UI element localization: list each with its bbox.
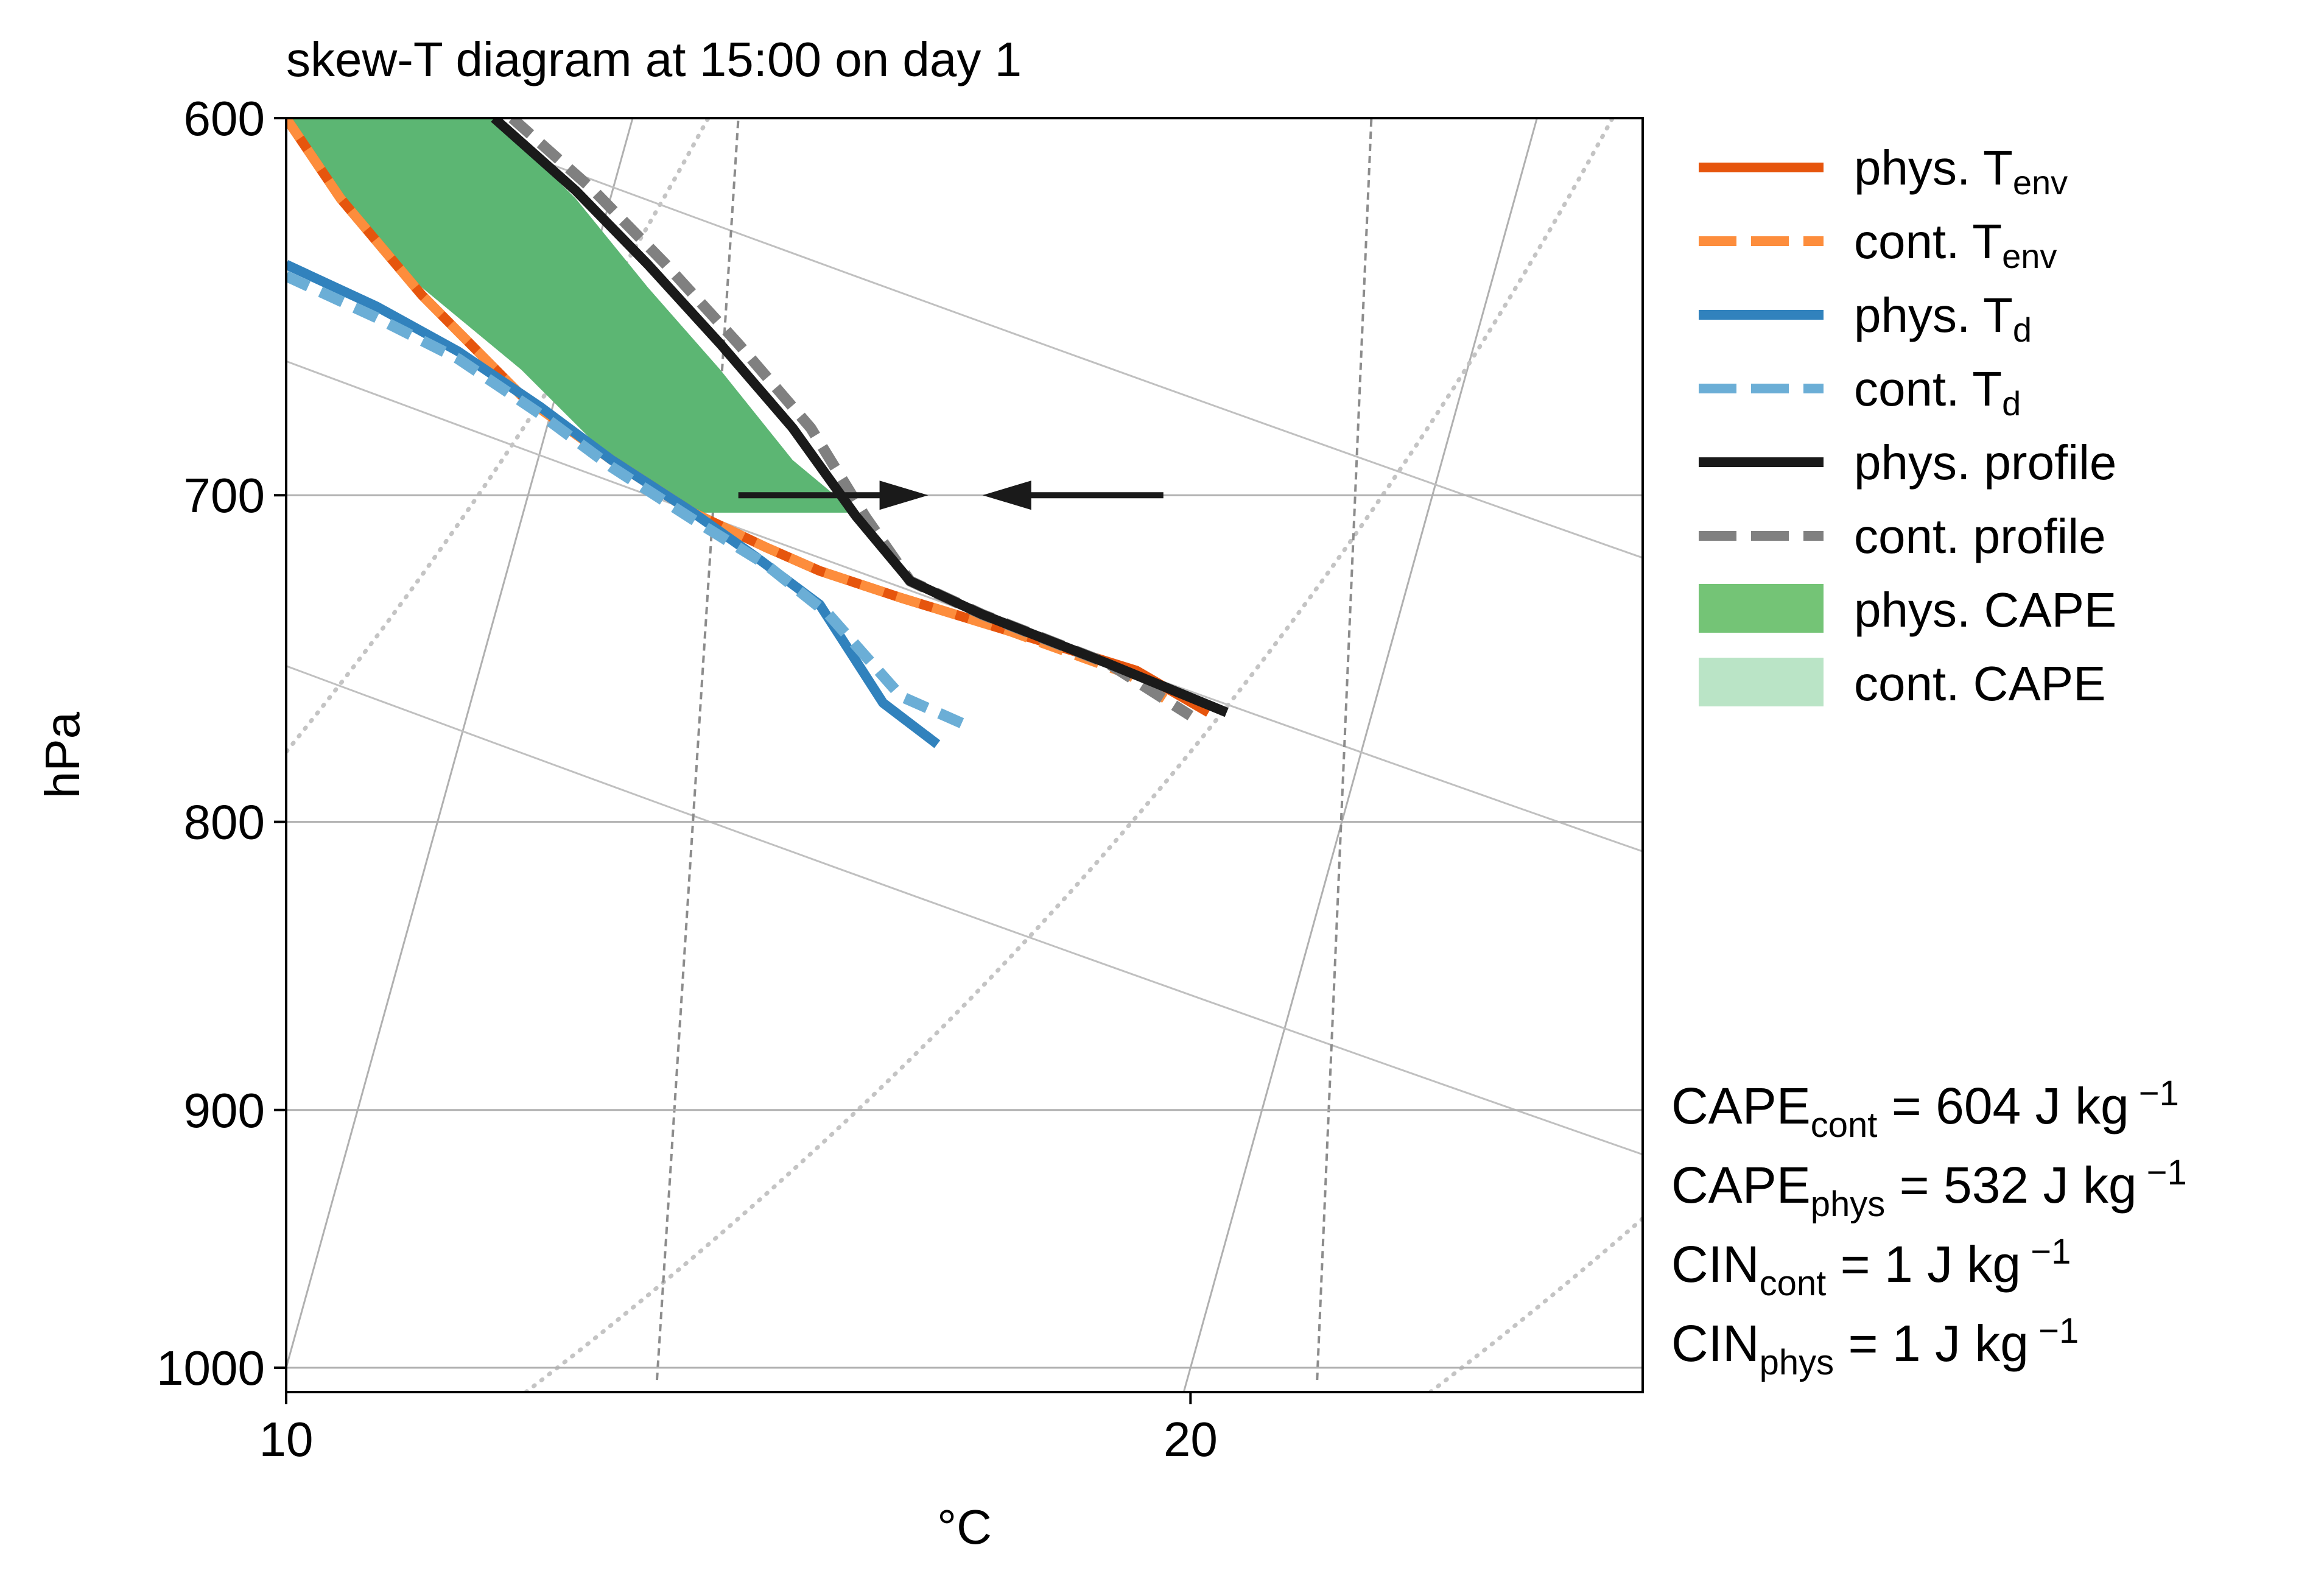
y-tick-label-1000: 1000	[156, 1341, 265, 1395]
series-phys-td	[286, 260, 941, 748]
plot-frame	[285, 117, 1644, 1393]
isotherm-line	[1182, 118, 1538, 1392]
legend-swatch-cont_cape	[1699, 658, 1824, 706]
mixing-ratio-line	[1316, 118, 1373, 1381]
legend: phys. Tenv cont. Tenv phys. Td cont. Td phys…	[1699, 141, 2116, 711]
series-phys-profile	[491, 118, 1229, 717]
legend-label-cont_td: cont. Td	[1854, 362, 2021, 423]
y-tick-label-900: 900	[184, 1083, 265, 1138]
legend-label-phys_profile: phys. profile	[1854, 435, 2116, 490]
y-axis-ticks: 600 700 800 900 1000	[156, 91, 286, 1395]
series-cont-tenv	[286, 118, 1193, 720]
stat-cape-cont: CAPEcont = 604 J kg −1	[1671, 1074, 2179, 1145]
legend-label-phys_td: phys. Td	[1854, 288, 2032, 349]
legend-label-phys_tenv: phys. Tenv	[1854, 141, 2068, 202]
dry-adiabat-line	[286, 360, 1643, 853]
x-axis-ticks: 10 20	[259, 1392, 1218, 1466]
mixing-ratio-line	[655, 118, 740, 1381]
stat-cin-cont: CINcont = 1 J kg −1	[1671, 1232, 2071, 1303]
data-series	[286, 118, 1229, 748]
legend-label-phys_cape: phys. CAPE	[1854, 583, 2116, 637]
cape-region	[286, 118, 856, 513]
legend-label-cont_profile: cont. profile	[1854, 509, 2106, 563]
arrow-head-1	[982, 480, 1031, 510]
y-tick-label-800: 800	[184, 795, 265, 850]
background-lines	[286, 118, 1643, 1392]
chart-title: skew-T diagram at 15:00 on day 1	[286, 32, 1022, 86]
moist-adiabat-line	[1428, 1215, 1643, 1392]
legend-swatch-phys_cape	[1699, 584, 1824, 633]
legend-label-cont_cape: cont. CAPE	[1854, 656, 2106, 711]
series-cont-td	[286, 271, 976, 734]
dry-adiabat-line	[426, 118, 1643, 559]
moist-adiabat-line	[524, 118, 1615, 1392]
x-tick-label-20: 20	[1164, 1412, 1218, 1466]
stat-cin-phys: CINphys = 1 J kg −1	[1671, 1311, 2079, 1382]
cape-area	[286, 118, 856, 513]
stat-cape-phys: CAPEphys = 532 J kg −1	[1671, 1153, 2187, 1224]
y-axis-label: hPa	[35, 711, 90, 798]
dry-adiabat-line	[286, 664, 1643, 1156]
x-tick-label-10: 10	[259, 1412, 314, 1466]
stats-annotations: CAPEcont = 604 J kg −1 CAPEphys = 532 J k…	[1671, 1074, 2187, 1382]
y-tick-label-600: 600	[184, 91, 265, 146]
x-axis-label: °C	[937, 1500, 992, 1554]
arrow-head-0	[879, 480, 929, 510]
parcel-arrows	[738, 480, 1164, 510]
legend-label-cont_tenv: cont. Tenv	[1854, 214, 2057, 275]
y-tick-label-700: 700	[184, 468, 265, 522]
